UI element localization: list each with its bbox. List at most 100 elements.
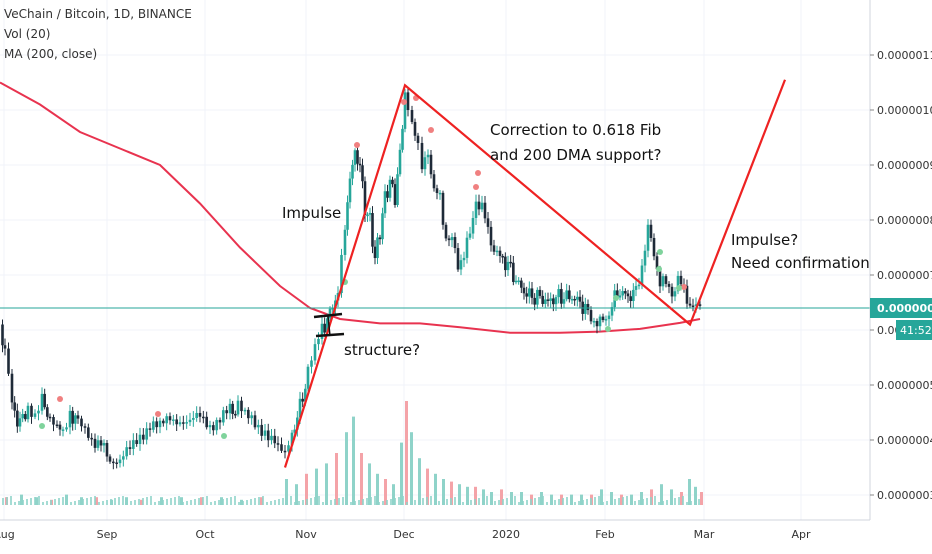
volume-bar bbox=[384, 479, 387, 505]
volume-bar bbox=[494, 501, 496, 505]
candle-body bbox=[118, 459, 122, 464]
candle-body bbox=[247, 409, 250, 419]
trend-drawing bbox=[283, 79, 787, 468]
volume-bar bbox=[670, 489, 673, 505]
volume-bar bbox=[498, 500, 500, 505]
candle-body bbox=[328, 308, 332, 319]
candle-body bbox=[195, 412, 198, 419]
volume-bar bbox=[246, 500, 248, 505]
volume-bar bbox=[486, 496, 488, 505]
candle-body bbox=[283, 450, 287, 453]
legend-symbol[interactable]: VeChain / Bitcoin, 1D, BINANCE bbox=[4, 7, 192, 21]
candle-body bbox=[592, 321, 596, 323]
volume-bar bbox=[62, 497, 64, 505]
candle-body bbox=[234, 413, 237, 416]
candle-body bbox=[618, 295, 622, 298]
volume-bar bbox=[694, 500, 696, 505]
volume-bar bbox=[166, 499, 168, 505]
volume-bar bbox=[366, 498, 368, 505]
candle-body bbox=[90, 437, 93, 440]
time-tick-label: Nov bbox=[295, 528, 317, 541]
legend-ma[interactable]: MA (200, close) bbox=[4, 47, 98, 61]
volume-bar bbox=[282, 498, 284, 505]
candle-body bbox=[546, 299, 550, 301]
candle-body bbox=[148, 428, 152, 430]
volume-bar bbox=[590, 498, 592, 505]
time-tick-label: 2020 bbox=[492, 528, 520, 541]
candle-body bbox=[225, 410, 228, 414]
volume-bar bbox=[174, 497, 176, 505]
candle-body bbox=[471, 217, 475, 234]
candle-body bbox=[528, 288, 531, 297]
volume-bar bbox=[242, 501, 244, 505]
annotation-impulse: Impulse bbox=[282, 204, 341, 222]
volume-bar bbox=[22, 500, 24, 505]
volume-bar bbox=[30, 498, 32, 505]
volume-bar bbox=[294, 502, 296, 505]
candle-body bbox=[416, 135, 420, 143]
volume-bar bbox=[674, 498, 676, 505]
candle-body bbox=[426, 154, 430, 158]
annotation-structure: structure? bbox=[344, 341, 420, 359]
sell-marker bbox=[473, 184, 479, 190]
volume-bar bbox=[642, 499, 644, 505]
candle-body bbox=[578, 296, 582, 302]
candle-body bbox=[403, 92, 407, 129]
volume-bar bbox=[305, 473, 308, 505]
sell-marker bbox=[681, 284, 687, 290]
annotation-impulse2-2: Need confirmation? bbox=[731, 254, 878, 272]
volume-bar bbox=[534, 498, 536, 505]
candle-body bbox=[401, 128, 404, 150]
volume-bar bbox=[230, 497, 232, 505]
volume-bar bbox=[214, 501, 216, 505]
candle-body bbox=[381, 213, 384, 240]
volume-bar bbox=[140, 499, 143, 505]
volume-bar bbox=[398, 497, 400, 505]
candle-body bbox=[504, 256, 507, 271]
candle-body bbox=[670, 286, 674, 297]
volume-bar bbox=[302, 500, 304, 505]
volume-bar bbox=[290, 496, 292, 505]
volume-bar bbox=[690, 501, 692, 505]
candle-body bbox=[456, 248, 460, 270]
candle-body bbox=[477, 201, 481, 210]
volume-bar bbox=[518, 502, 520, 505]
candle-body bbox=[168, 416, 172, 421]
candle-body bbox=[228, 403, 232, 414]
candle-body bbox=[664, 276, 668, 284]
volume-bar bbox=[374, 496, 376, 505]
volume-bar bbox=[182, 502, 184, 505]
volume-bar bbox=[442, 479, 445, 505]
candle-body bbox=[570, 298, 574, 301]
candle-body bbox=[175, 419, 178, 425]
candle-body bbox=[18, 418, 22, 427]
volume-bar bbox=[154, 502, 156, 505]
candle-body bbox=[205, 416, 208, 428]
volume-bar bbox=[566, 497, 568, 505]
time-tick-label: Mar bbox=[694, 528, 715, 541]
volume-bar bbox=[478, 498, 480, 505]
legend-volume[interactable]: Vol (20) bbox=[4, 27, 51, 41]
volume-bar bbox=[262, 496, 264, 505]
volume-bar bbox=[500, 489, 503, 505]
candle-body bbox=[517, 280, 520, 283]
volume-bar bbox=[466, 486, 469, 505]
candle-body bbox=[348, 178, 352, 203]
candle-body bbox=[351, 164, 354, 179]
volume-bar bbox=[378, 502, 380, 505]
volume-bar bbox=[446, 499, 448, 505]
volume-bar bbox=[654, 496, 656, 505]
candle-body bbox=[236, 400, 240, 415]
candle-body bbox=[658, 269, 662, 287]
candle-body bbox=[688, 303, 692, 306]
candle-body bbox=[514, 280, 518, 283]
candle-body bbox=[287, 445, 290, 452]
volume-bar bbox=[350, 502, 352, 505]
volume-bar bbox=[454, 497, 456, 505]
candle-body bbox=[280, 444, 283, 451]
volume-bar bbox=[606, 501, 608, 505]
volume-bar bbox=[162, 500, 164, 505]
volume-bar bbox=[78, 500, 80, 505]
